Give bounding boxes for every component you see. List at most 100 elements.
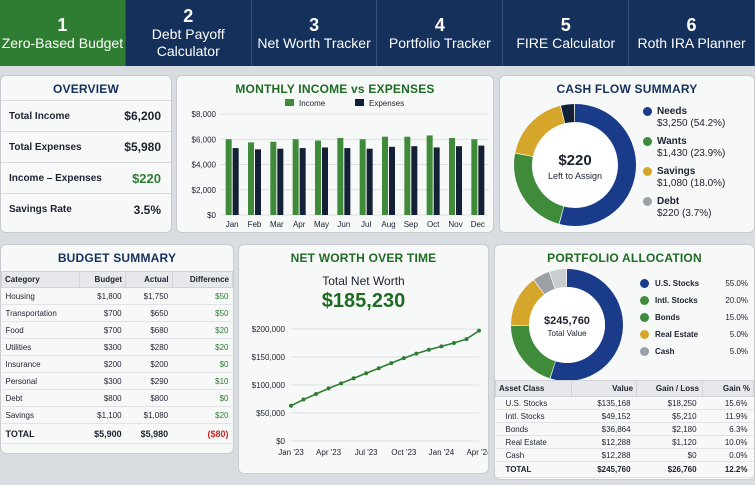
tab-fire-calculator[interactable]: 5 FIRE Calculator	[503, 0, 630, 66]
bar-expenses-nov	[456, 146, 462, 215]
tab-zero-based-budget[interactable]: 1 Zero-Based Budget	[0, 0, 126, 66]
cashflow-segment-wants	[514, 153, 564, 224]
legend-name: Wants	[657, 136, 687, 147]
tab-label: Net Worth Tracker	[257, 34, 371, 51]
budget-cell-budget: $1,800	[79, 287, 126, 305]
x-tick-label: Jun	[337, 220, 350, 229]
cashflow-center-label: Left to Assign	[548, 171, 602, 181]
budget-header-category: Category	[1, 271, 80, 288]
legend-name: Intl. Stocks	[655, 295, 698, 305]
net-worth-point	[326, 386, 331, 391]
portfolio-total-cell: 12.2%	[702, 461, 754, 478]
income-expenses-card: MONTHLY INCOME vs EXPENSES $0 $2,000 $4,00…	[176, 75, 494, 233]
portfolio-cell: Real Estate	[495, 435, 572, 449]
portfolio-cell: $49,152	[571, 409, 637, 423]
overview-value: $220	[132, 170, 161, 186]
cashflow-legend-savings: Savings $1,080 (18.0%)	[643, 166, 725, 190]
portfolio-segment-u-s-stocks	[550, 269, 623, 381]
portfolio-total-cell: $245,760	[571, 461, 637, 478]
budget-cell-budget: $300	[79, 372, 126, 390]
cashflow-legend-debt: Debt $220 (3.7%)	[643, 196, 725, 220]
tab-number: 1	[57, 14, 68, 35]
bar-expenses-apr	[299, 148, 306, 215]
cashflow-segment-savings	[515, 105, 565, 157]
bar-expenses-feb	[255, 149, 261, 215]
portfolio-segment-bonds	[511, 280, 545, 326]
budget-summary-card: BUDGET SUMMARY Category Budget Actual Diffe…	[0, 244, 234, 454]
portfolio-total-cell: $26,760	[636, 461, 703, 478]
budget-row-personal: Personal $300 $290 $10	[1, 372, 233, 390]
legend-name: Cash	[655, 346, 675, 356]
budget-row-transportation: Transportation $700 $650 $50	[1, 304, 233, 322]
portfolio-cell: $2,180	[636, 422, 703, 436]
tab-debt-payoff-calculator[interactable]: 2 Debt Payoff Calculator	[126, 0, 252, 66]
legend-dot	[640, 278, 649, 288]
bar-expenses-jul	[366, 148, 373, 215]
overview-label: Savings Rate	[9, 204, 72, 215]
overview-title: OVERVIEW	[52, 82, 120, 96]
overview-label: Total Expenses	[9, 141, 82, 153]
budget-cell-difference: $20	[172, 406, 233, 424]
net-worth-point	[289, 403, 293, 408]
budget-cell-actual: $800	[125, 389, 173, 407]
portfolio-cell: $12,288	[571, 448, 637, 462]
net-worth-point	[339, 381, 344, 386]
bar-expenses-sep	[411, 146, 418, 215]
tab-label: FIRE Calculator	[516, 34, 616, 51]
budget-cell-budget: $700	[79, 321, 126, 339]
portfolio-legend-real-estate: Real Estate 5.0%	[640, 328, 748, 340]
tab-roth-ira-planner[interactable]: 6 Roth IRA Planner	[629, 0, 755, 66]
overview-value: 3.5%	[133, 202, 161, 217]
budget-cell-difference: $10	[172, 372, 233, 390]
portfolio-cell: 0.0%	[702, 448, 754, 462]
portfolio-header-value: Value	[571, 380, 638, 397]
portfolio-cell: 6.3%	[702, 422, 754, 436]
cash-flow-legend: Needs $3,250 (54.2%) Wants $1,430 (23.9%) Sa…	[643, 106, 725, 220]
tab-label: Portfolio Tracker	[388, 34, 491, 51]
portfolio-cell: U.S. Stocks	[495, 396, 572, 410]
legend-text: Savings $1,080 (18.0%)	[657, 166, 725, 190]
legend-name: U.S. Stocks	[655, 278, 700, 288]
budget-row-utilities: Utilities $300 $280 $20	[1, 338, 233, 356]
legend-name: Savings	[657, 166, 696, 177]
legend-detail: $1,430 (23.9%)	[657, 148, 726, 159]
tab-label: Zero-Based Budget	[1, 34, 124, 51]
bar-income-feb	[248, 142, 254, 215]
x-tick-label: Sep	[404, 220, 419, 229]
budget-row-debt: Debt $800 $800 $0	[1, 389, 233, 407]
portfolio-cell: $1,120	[636, 435, 703, 449]
budget-cell-category: Debt	[1, 389, 80, 407]
budget-cell-actual: $680	[125, 321, 173, 339]
portfolio-legend-intl-stocks: Intl. Stocks 20.0%	[640, 294, 748, 306]
budget-total-actual: $5,980	[125, 423, 173, 444]
portfolio-cell: Cash	[495, 448, 572, 462]
portfolio-legend-cash: Cash 5.0%	[640, 345, 748, 357]
cashflow-legend-needs: Needs $3,250 (54.2%)	[643, 106, 725, 130]
portfolio-segment-intl-stocks	[511, 325, 556, 379]
budget-row-food: Food $700 $680 $20	[1, 321, 233, 339]
portfolio-cell: 15.6%	[702, 396, 754, 410]
income-chart-title: MONTHLY INCOME vs EXPENSES	[235, 82, 435, 96]
cashflow-center-value: $220	[558, 152, 591, 169]
tab-number: 5	[560, 14, 571, 35]
x-tick-label: Jan '24	[429, 448, 455, 457]
module-tab-bar: 1 Zero-Based Budget 2 Debt Payoff Calculato…	[0, 0, 755, 66]
x-tick-label: Aug	[381, 220, 395, 229]
legend-text: Debt $220 (3.7%)	[657, 196, 711, 220]
tab-portfolio-tracker[interactable]: 4 Portfolio Tracker	[377, 0, 504, 66]
legend-swatch-expenses	[355, 99, 364, 106]
x-tick-label: Feb	[248, 220, 262, 229]
donut-hole	[533, 123, 617, 207]
portfolio-row-u-s-stocks: U.S. Stocks $135,168 $18,250 15.6%	[495, 396, 754, 410]
budget-cell-budget: $700	[79, 304, 126, 322]
budget-cell-budget: $1,100	[79, 406, 126, 424]
donut-hole	[529, 287, 605, 363]
net-worth-point	[364, 371, 369, 376]
y-tick-label: $8,000	[192, 110, 217, 119]
budget-row-housing: Housing $1,800 $1,750 $50	[1, 287, 233, 305]
tab-net-worth-tracker[interactable]: 3 Net Worth Tracker	[252, 0, 378, 66]
bar-income-oct	[426, 135, 433, 215]
portfolio-cell: $36,864	[571, 422, 637, 436]
bar-income-jul	[359, 139, 366, 215]
bar-income-apr	[292, 139, 299, 215]
